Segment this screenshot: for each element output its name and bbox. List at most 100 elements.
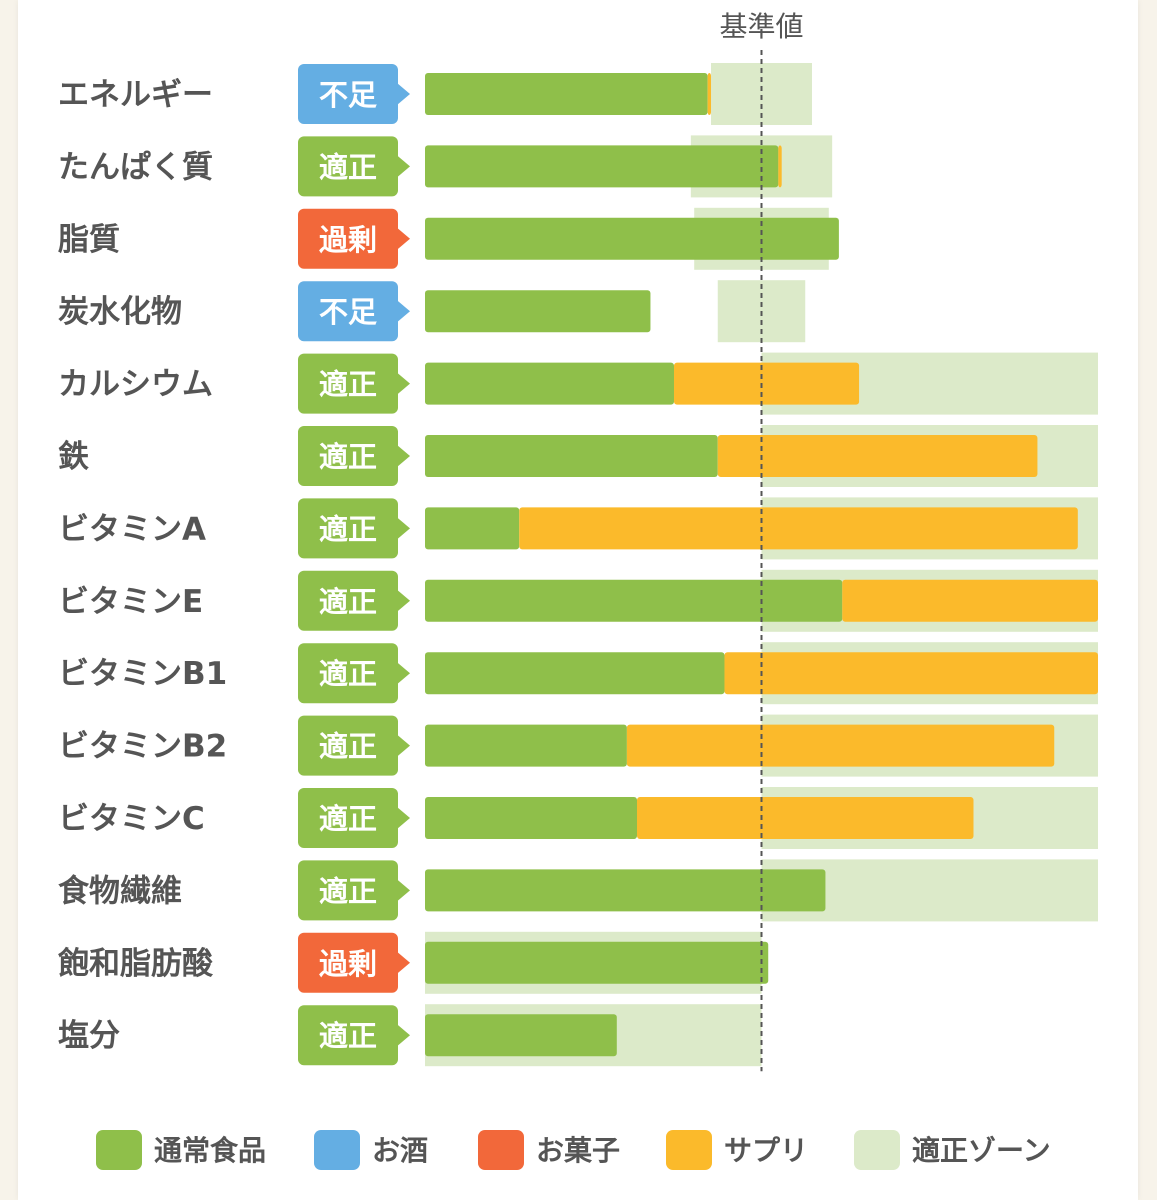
row-label: ビタミンB2 bbox=[58, 729, 227, 765]
row-label: 脂質 bbox=[58, 222, 120, 258]
status-badge-label: 適正 bbox=[319, 368, 377, 402]
row-label: ビタミンA bbox=[58, 511, 206, 547]
bar-segment bbox=[626, 724, 1055, 767]
status-badge: 適正 bbox=[298, 136, 410, 197]
legend-label: お菓子 bbox=[536, 1134, 620, 1167]
row-label: たんぱく質 bbox=[58, 149, 213, 185]
legend-label: 通常食品 bbox=[154, 1134, 266, 1167]
bar-segment bbox=[636, 797, 974, 839]
status-badge-body bbox=[298, 281, 398, 342]
status-badge-arrow bbox=[397, 517, 410, 540]
legend-label: サプリ bbox=[724, 1134, 808, 1167]
bar-segment bbox=[425, 145, 779, 188]
status-badge: 過剰 bbox=[298, 932, 410, 993]
status-badge-arrow bbox=[397, 662, 410, 685]
legend-item: お酒 bbox=[314, 1130, 428, 1170]
nutrition-chart-card: 基準値 エネルギーたんぱく質脂質炭水化物カルシウム鉄ビタミンA ビタミンE ビタミン… bbox=[18, 0, 1138, 1200]
row-label: 飽和脂肪酸 bbox=[58, 946, 214, 982]
bar-segment bbox=[425, 797, 637, 839]
bars-layer bbox=[425, 73, 1098, 1057]
row-label: 食物繊維 bbox=[58, 873, 182, 909]
legend-swatch bbox=[478, 1130, 524, 1170]
bar-segment bbox=[842, 579, 1098, 622]
row-label: エネルギー bbox=[58, 77, 213, 113]
reference-label: 基準値 bbox=[719, 10, 803, 43]
status-badge-label: 不足 bbox=[319, 295, 377, 329]
status-badge-label: 適正 bbox=[319, 585, 377, 619]
status-badge: 不足 bbox=[298, 281, 410, 342]
status-badge: 適正 bbox=[298, 570, 410, 631]
status-badge-body bbox=[298, 715, 398, 776]
legend-swatch bbox=[666, 1130, 712, 1170]
legend: 通常食品 お酒 お菓子 サプリ 適正ゾーン bbox=[96, 1130, 1051, 1170]
status-badge-arrow bbox=[397, 1024, 410, 1047]
status-badge-label: 適正 bbox=[319, 657, 377, 691]
row-label: ビタミンE bbox=[58, 584, 203, 620]
bar-segment bbox=[425, 1014, 617, 1057]
bar-segment bbox=[425, 724, 627, 767]
bar-segment bbox=[778, 145, 782, 188]
bar-segment bbox=[425, 217, 839, 260]
status-badge-body bbox=[298, 426, 398, 486]
status-badge-body bbox=[298, 208, 398, 269]
status-badge-label: 過剰 bbox=[319, 947, 377, 981]
row-label: カルシウム bbox=[58, 367, 213, 403]
legend-swatch bbox=[96, 1130, 142, 1170]
bar-segment bbox=[425, 73, 708, 115]
status-badge-label: 適正 bbox=[319, 730, 377, 764]
status-badge: 不足 bbox=[298, 64, 410, 124]
status-badge-body bbox=[298, 643, 398, 704]
status-badge: 適正 bbox=[298, 426, 410, 486]
status-badge-label: 適正 bbox=[319, 874, 377, 908]
status-badge-arrow bbox=[397, 155, 410, 178]
status-badge-body bbox=[298, 136, 398, 197]
legend-item: お菓子 bbox=[478, 1130, 620, 1170]
bar-segment bbox=[425, 941, 769, 984]
status-badge: 適正 bbox=[298, 1005, 410, 1066]
status-badge-arrow bbox=[397, 83, 410, 105]
status-badge-arrow bbox=[397, 807, 410, 829]
bar-segment bbox=[425, 290, 651, 333]
bar-segment bbox=[519, 507, 1078, 550]
legend-item: 適正ゾーン bbox=[854, 1130, 1051, 1170]
status-badge-label: 不足 bbox=[319, 78, 377, 112]
status-badge-body bbox=[298, 1005, 398, 1066]
bar-segment bbox=[425, 869, 826, 912]
status-badge-body bbox=[298, 498, 398, 559]
status-badge-label: 適正 bbox=[319, 1019, 377, 1053]
status-badge-arrow bbox=[397, 227, 410, 250]
status-badge-arrow bbox=[397, 879, 410, 902]
row-label: 塩分 bbox=[58, 1018, 120, 1054]
status-badge-label: 適正 bbox=[319, 150, 377, 184]
status-badge: 適正 bbox=[298, 498, 410, 559]
status-badge: 適正 bbox=[298, 860, 410, 921]
row-label: 鉄 bbox=[58, 439, 89, 475]
status-badge-body bbox=[298, 860, 398, 921]
status-badge-body bbox=[298, 353, 398, 414]
row-label: ビタミンC bbox=[58, 801, 205, 837]
status-badge-arrow bbox=[397, 589, 410, 612]
bar-segment bbox=[707, 73, 712, 115]
legend-swatch bbox=[314, 1130, 360, 1170]
legend-swatch bbox=[854, 1130, 900, 1170]
status-badge-body bbox=[298, 570, 398, 631]
status-badge-label: 適正 bbox=[319, 512, 377, 546]
status-badge-arrow bbox=[397, 300, 410, 323]
status-badge-arrow bbox=[397, 445, 410, 467]
legend-label: 適正ゾーン bbox=[912, 1134, 1051, 1167]
status-badge-label: 適正 bbox=[319, 440, 377, 474]
status-badge-body bbox=[298, 788, 398, 848]
status-badge-arrow bbox=[397, 951, 410, 974]
row-label: 炭水化物 bbox=[58, 294, 182, 330]
status-badge-body bbox=[298, 64, 398, 124]
status-badge: 適正 bbox=[298, 788, 410, 848]
legend-label: お酒 bbox=[372, 1134, 428, 1167]
status-badge-arrow bbox=[397, 372, 410, 395]
bar-segment bbox=[425, 507, 520, 550]
status-badge-label: 適正 bbox=[319, 802, 377, 836]
bar-segment bbox=[425, 362, 675, 405]
status-badge-label: 過剰 bbox=[319, 223, 377, 257]
